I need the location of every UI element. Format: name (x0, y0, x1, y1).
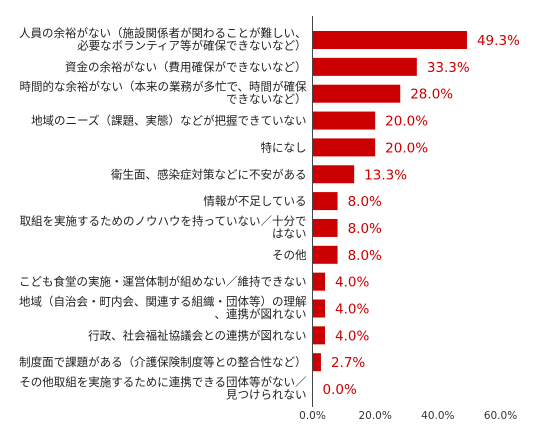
bars-layer (312, 31, 467, 372)
value-label-8: 8.0% (348, 221, 382, 237)
bar-5 (312, 138, 376, 157)
value-label-3: 28.0% (410, 87, 453, 103)
bar-13 (312, 353, 321, 372)
category-label-2: 資金の余裕がない（費用確保ができないなど） (65, 60, 307, 74)
x-tick-labels-layer: 0.0% 20.0% 40.0% 60.0% (299, 410, 517, 422)
value-label-2: 33.3% (427, 60, 470, 76)
category-label-14-line-2: 見つけられない (226, 388, 307, 402)
category-label-13: 制度面で課題がある（介護保険制度等との整合性など） (19, 355, 306, 369)
category-label-1-line-1: 人員の余裕がない（施設関係者が関わることが難しい、 (19, 26, 307, 40)
category-labels-layer: 人員の余裕がない（施設関係者が関わることが難しい、必要なボランティア等が確保でき… (19, 26, 307, 402)
value-label-5: 20.0% (385, 140, 428, 156)
bar-9 (312, 245, 338, 264)
value-label-13: 2.7% (331, 355, 365, 371)
category-label-12: 行政、社会福祉協議会との連携が図れない (88, 328, 306, 342)
bar-4 (312, 111, 376, 130)
bar-12 (312, 326, 326, 345)
category-label-14-line-1: その他取組を実施するために連携できる団体等がない／ (19, 375, 307, 389)
value-label-1: 49.3% (477, 33, 520, 49)
x-tick-label-3: 40.0% (421, 410, 454, 422)
category-label-8-line-1: 取組を実施するためのノウハウを持っていない／十分で (20, 214, 307, 228)
value-label-11: 4.0% (335, 302, 369, 318)
category-label-4: 地域のニーズ（課題、実態）などが把握できていない (31, 114, 306, 128)
x-tick-label-2: 20.0% (358, 410, 391, 422)
category-label-10: こども食堂の実施・運営体制が組めない／維持できない (19, 275, 307, 289)
category-label-11-line-1: 地域（自治会・町内会、関連する組織・団体等）の理解 (19, 295, 307, 309)
value-label-9: 8.0% (348, 248, 382, 264)
bar-10 (312, 272, 326, 291)
category-label-5: 特になし (261, 140, 307, 154)
value-label-10: 4.0% (335, 275, 369, 291)
bar-8 (312, 218, 338, 237)
bar-2 (312, 57, 417, 76)
category-label-3-line-1: 時間的な余裕がない（本来の業務が多忙で、時間が確保 (19, 80, 307, 94)
category-label-9: その他 (272, 248, 307, 262)
value-label-7: 8.0% (348, 194, 382, 210)
value-labels-layer: 49.3% 33.3% 28.0% 20.0% 20.0% 13.3% 8.0% 8.0% 8.… (323, 33, 521, 398)
bar-11 (312, 299, 326, 318)
bar-3 (312, 84, 401, 103)
category-label-11-line-2: 、連携が図れない (215, 307, 307, 321)
bar-7 (312, 192, 338, 211)
value-label-12: 4.0% (335, 328, 369, 344)
category-label-1-line-2: 必要なボランティア等が確保できないなど） (77, 39, 306, 53)
value-label-6: 13.3% (364, 167, 407, 183)
x-tick-label-4: 60.0% (484, 410, 517, 422)
category-label-6: 衛生面、感染症対策などに不安がある (111, 167, 307, 181)
value-label-4: 20.0% (385, 114, 428, 130)
bar-6 (312, 165, 355, 184)
value-label-14: 0.0% (323, 382, 357, 398)
x-tick-label-1: 0.0% (299, 410, 326, 422)
category-label-8-line-2: はない (272, 226, 307, 240)
category-label-7: 情報が不足している (203, 194, 306, 208)
bar-1 (312, 31, 467, 49)
category-label-3-line-2: できないなど） (226, 92, 307, 106)
